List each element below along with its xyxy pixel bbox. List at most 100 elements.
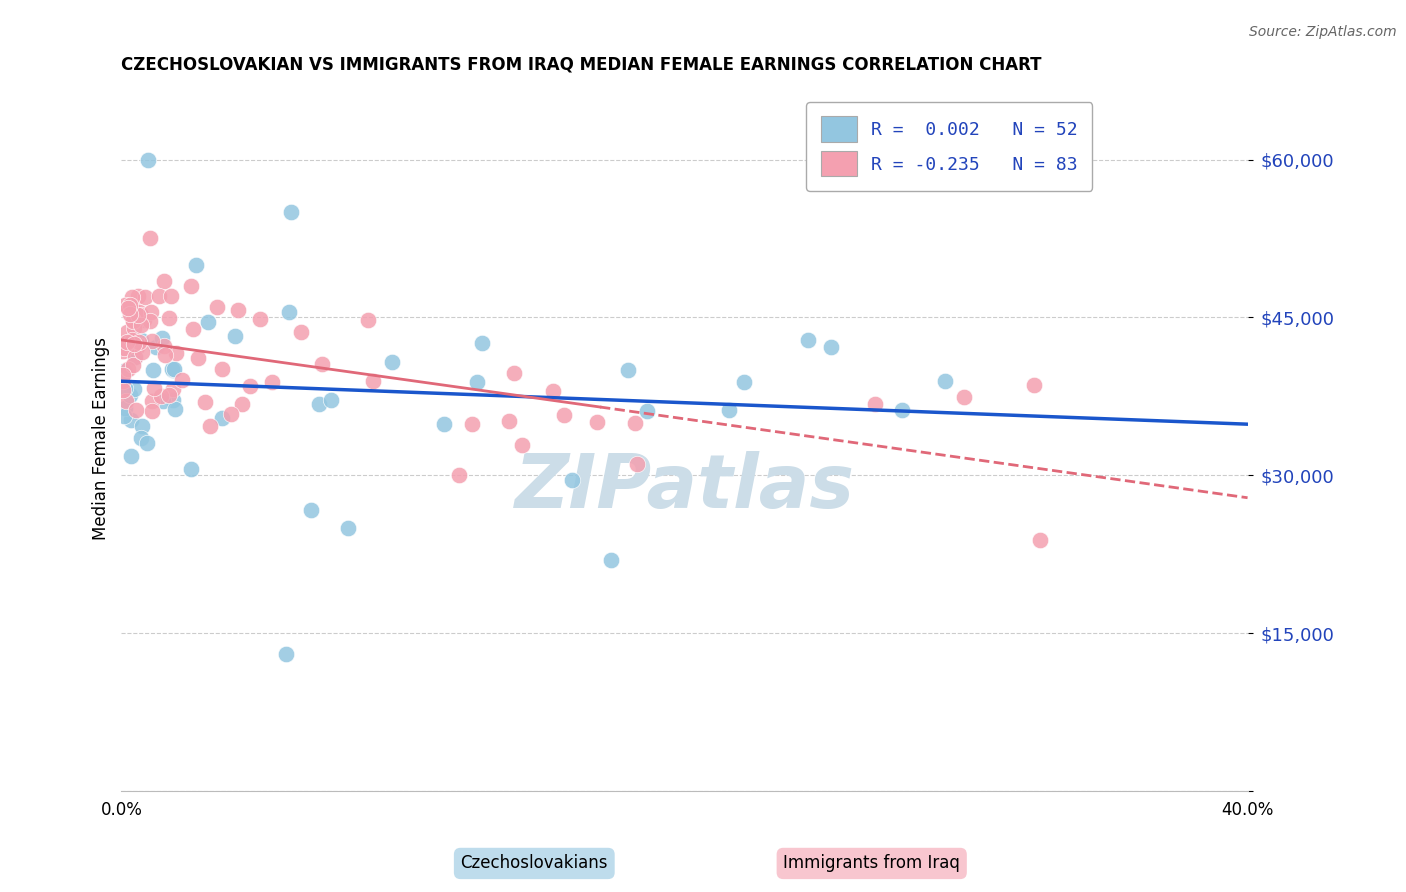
Text: Czechoslovakians: Czechoslovakians	[461, 855, 607, 872]
Point	[120, 449, 142, 463]
Point	[626, 457, 648, 471]
Point	[128, 305, 150, 319]
Point	[127, 289, 149, 303]
Point	[127, 308, 149, 322]
Text: Source: ZipAtlas.com: Source: ZipAtlas.com	[1249, 25, 1396, 39]
Point	[120, 298, 142, 312]
Point	[136, 153, 159, 167]
Point	[498, 414, 520, 428]
Point	[953, 391, 976, 405]
Point	[194, 394, 217, 409]
Point	[502, 366, 524, 380]
Point	[160, 289, 183, 303]
Point	[121, 300, 143, 314]
Point	[128, 334, 150, 349]
Point	[205, 300, 228, 314]
Point	[381, 354, 404, 368]
Point	[510, 438, 533, 452]
Point	[118, 306, 141, 320]
Point	[163, 361, 186, 376]
Point	[162, 382, 184, 396]
Point	[111, 374, 134, 388]
Point	[142, 363, 165, 377]
Point	[121, 334, 143, 349]
Point	[124, 350, 146, 364]
Point	[249, 311, 271, 326]
Point	[117, 362, 139, 376]
Point	[114, 381, 136, 395]
Point	[290, 325, 312, 339]
Point	[276, 648, 298, 662]
Point	[118, 387, 141, 401]
Point	[162, 393, 184, 408]
Point	[127, 338, 149, 352]
Point	[863, 397, 886, 411]
Point	[226, 303, 249, 318]
Point	[114, 298, 136, 312]
Point	[636, 404, 658, 418]
Point	[797, 333, 820, 347]
Point	[141, 394, 163, 409]
Point	[115, 394, 138, 409]
Text: Immigrants from Iraq: Immigrants from Iraq	[783, 855, 960, 872]
Point	[115, 325, 138, 339]
Point	[891, 403, 914, 417]
Point	[139, 305, 162, 319]
Point	[124, 350, 146, 364]
Point	[262, 375, 284, 389]
Point	[934, 374, 956, 388]
Point	[122, 312, 145, 326]
Point	[337, 521, 360, 535]
Point	[586, 415, 609, 429]
Point	[198, 418, 221, 433]
Point	[166, 346, 188, 360]
Point	[112, 409, 135, 424]
Point	[449, 467, 471, 482]
Point	[561, 473, 583, 487]
Point	[543, 384, 565, 398]
Point	[471, 335, 494, 350]
Point	[122, 314, 145, 328]
Point	[129, 333, 152, 347]
Point	[1022, 378, 1045, 392]
Point	[124, 403, 146, 417]
Point	[211, 411, 233, 425]
Point	[142, 381, 165, 395]
Point	[183, 322, 205, 336]
Point	[624, 416, 647, 430]
Point	[553, 408, 575, 422]
Point	[117, 301, 139, 316]
Point	[150, 331, 173, 345]
Point	[311, 357, 333, 371]
Point	[197, 315, 219, 329]
Point	[308, 397, 330, 411]
Point	[163, 401, 186, 416]
Point	[150, 388, 173, 402]
Point	[187, 351, 209, 366]
Point	[157, 311, 180, 326]
Point	[120, 413, 142, 427]
Text: ZIPatlas: ZIPatlas	[515, 451, 855, 524]
Point	[617, 363, 640, 377]
Point	[153, 339, 176, 353]
Point	[299, 503, 322, 517]
Point	[239, 379, 262, 393]
Point	[111, 368, 134, 382]
Point	[112, 343, 135, 358]
Point	[145, 340, 167, 354]
Point	[280, 205, 302, 219]
Point	[129, 431, 152, 445]
Point	[125, 340, 148, 354]
Point	[357, 313, 380, 327]
Point	[180, 462, 202, 476]
Point	[141, 334, 163, 348]
Point	[122, 382, 145, 396]
Y-axis label: Median Female Earnings: Median Female Earnings	[93, 337, 110, 540]
Point	[231, 397, 253, 411]
Point	[170, 373, 193, 387]
Point	[122, 321, 145, 335]
Point	[121, 333, 143, 347]
Point	[139, 231, 162, 245]
Point	[139, 313, 162, 327]
Point	[136, 435, 159, 450]
